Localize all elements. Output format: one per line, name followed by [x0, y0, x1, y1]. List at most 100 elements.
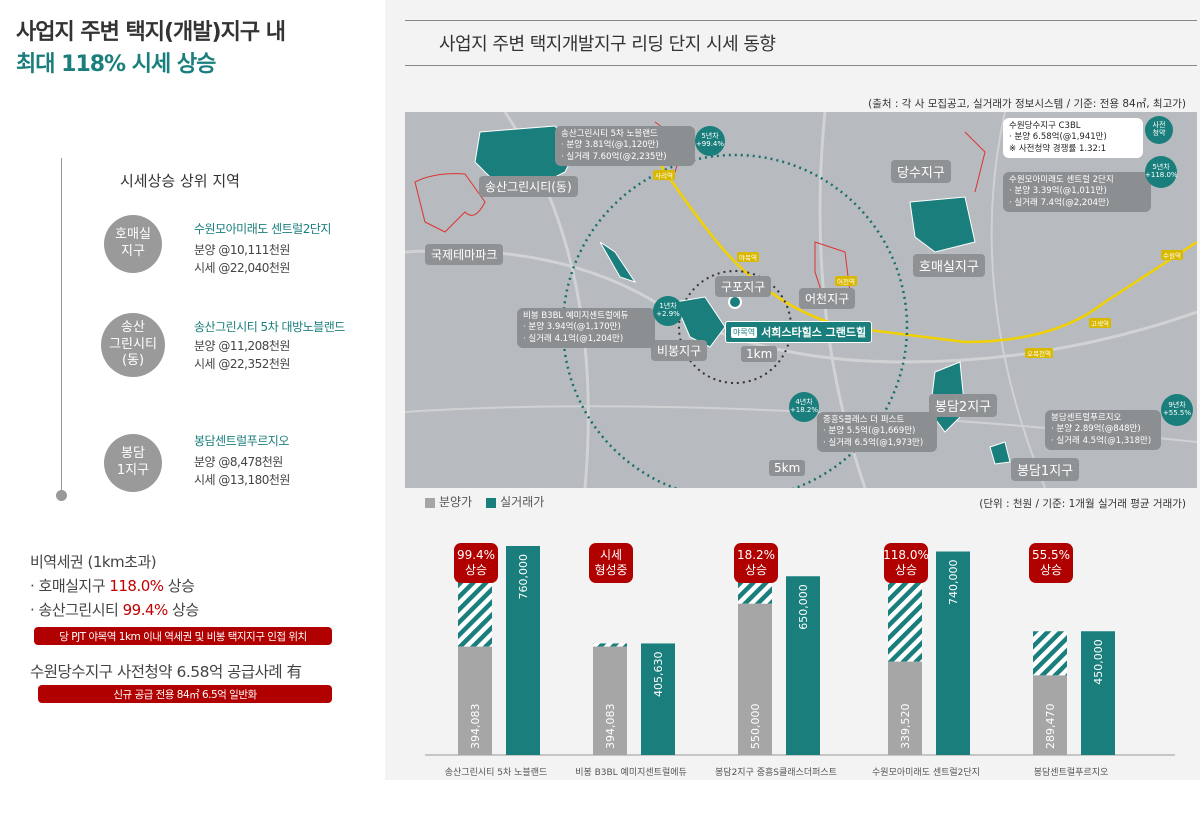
bar-actual	[506, 546, 540, 755]
bar-presale	[593, 646, 627, 755]
region-market: 시세 @13,180천원	[194, 473, 290, 487]
growth-badge-text: 시세	[600, 548, 622, 562]
bar-presale-label: 550,000	[749, 704, 762, 750]
legend-presale: 분양가	[425, 493, 472, 510]
station-label: 야목역	[737, 252, 759, 262]
callout-bibong: 비봉 B3BL 예미지센트럴에듀 · 분양 3.94억(@1,170만) · 실거래…	[517, 308, 655, 349]
region-name: 수원모아미래도 센트럴2단지	[194, 222, 331, 236]
growth-hatch	[593, 643, 627, 647]
note-line2: · 호매실지구 118.0% 상승	[30, 577, 195, 595]
growth-badge-text: 상승	[895, 563, 917, 577]
category-label: 수원모아미래도 센트럴2단지	[872, 767, 980, 778]
region-market: 시세 @22,352천원	[194, 357, 290, 371]
bar-actual	[641, 643, 675, 755]
map-label-songsan: 송산그린시티(동)	[479, 176, 578, 197]
region-badge-homae: 호매실 지구	[104, 215, 162, 273]
growth-badge-text: 상승	[465, 563, 487, 577]
bubble-bibong: 1년차 +2.9%	[653, 296, 683, 326]
callout-dangsu: 수원당수지구 C3BL · 분양 6.58억(@1,941만) ※ 사전청약 경쟁률…	[1003, 118, 1143, 159]
timeline-line	[61, 158, 62, 496]
bar-presale-label: 289,470	[1044, 704, 1057, 750]
headline: 사업지 주변 택지(개발)지구 내	[16, 20, 286, 45]
station-label: 고색역	[1089, 318, 1111, 328]
growth-badge-text: 99.4%	[457, 548, 495, 562]
bar-presale	[1033, 675, 1067, 755]
map-label-homae: 호매실지구	[913, 254, 985, 277]
bubble-homae: 5년차 +118.0%	[1145, 156, 1178, 188]
callout-bongdam2: 중흥S클래스 더 퍼스트 · 분양 5.5억(@1,669만) · 실거래 6.5억…	[817, 412, 937, 453]
bubble-songsan: 5년차 +99.4%	[695, 126, 725, 156]
bar-actual-label: 450,000	[1092, 639, 1105, 685]
bubble-dangsu: 사전 청약	[1145, 116, 1173, 144]
map-label-theme: 국제테마파크	[425, 244, 504, 265]
note-banner2: 신규 공급 전용 84㎡ 6.5억 일반화	[38, 685, 332, 703]
bar-actual-label: 760,000	[517, 554, 530, 600]
section-title: 시세상승 상위 지역	[120, 172, 240, 190]
site-marker: 야목역 서희스타힐스 그랜드힐	[725, 321, 873, 343]
growth-badge	[884, 543, 928, 583]
bar-presale-label: 339,520	[899, 704, 912, 750]
station-label: 사리역	[653, 170, 675, 180]
bar-actual-label: 405,630	[652, 651, 665, 697]
title-rule-top	[405, 20, 1197, 21]
bar-presale	[888, 661, 922, 755]
station-label: 수원역	[1161, 250, 1183, 260]
callout-bongdam1: 봉담센트럴푸르지오 · 분양 2.89억(@848만) · 실거래 4.5억(@1,…	[1045, 410, 1161, 451]
growth-badge-text: 118.0%	[883, 548, 929, 562]
bar-presale	[738, 603, 772, 755]
growth-badge	[1029, 543, 1073, 583]
growth-badge-text: 형성중	[594, 563, 627, 577]
map: 송산그린시티(동) 국제테마파크 당수지구 호매실지구 구포지구 어천지구 비봉…	[405, 112, 1197, 488]
category-label: 봉담2지구 중흥S클래스더퍼스트	[715, 766, 837, 778]
growth-badge-text: 상승	[745, 563, 767, 577]
callout-homae: 수원모아미래도 센트럴 2단지 · 분양 3.39억(@1,011만) · 실거래 …	[1003, 172, 1151, 213]
ring-label-1km: 1km	[741, 346, 778, 362]
region-presale: 분양 @11,208천원	[194, 339, 290, 353]
growth-badge	[589, 543, 633, 583]
chart-title: 사업지 주변 택지개발지구 리딩 단지 시세 동향	[439, 34, 776, 55]
region-badge-bongdam: 봉담 1지구	[104, 434, 162, 492]
legend-actual: 실거래가	[486, 493, 544, 510]
map-label-bongdam1: 봉담1지구	[1011, 458, 1080, 481]
title-rule-bottom	[405, 65, 1197, 66]
bar-actual-label: 650,000	[797, 584, 810, 630]
growth-badge-text: 상승	[1040, 563, 1062, 577]
timeline-dot	[56, 490, 67, 501]
bar-actual	[786, 576, 820, 755]
region-presale: 분양 @8,478천원	[194, 455, 283, 469]
map-label-bibong: 비봉지구	[651, 340, 708, 361]
bar-presale	[458, 646, 492, 755]
note-banner1: 당 PJT 야목역 1km 이내 역세권 및 비봉 택지지구 인접 위치	[34, 627, 332, 645]
site-name: 서희스타힐스 그랜드힐	[761, 326, 867, 339]
category-label: 비봉 B3BL 예미지센트럴에듀	[575, 767, 687, 778]
bubble-bongdam1: 9년차 +55.5%	[1161, 394, 1193, 426]
map-label-gupo: 구포지구	[715, 276, 772, 297]
ring-label-5km: 5km	[769, 460, 806, 476]
callout-songsan: 송산그린시티 5차 노블랜드 · 분양 3.81억(@1,120만) · 실거래 7…	[555, 126, 695, 167]
bar-presale-label: 394,083	[469, 704, 482, 750]
region-presale: 분양 @10,111천원	[194, 243, 290, 257]
bar-actual-label: 740,000	[947, 560, 960, 606]
region-market: 시세 @22,040천원	[194, 261, 290, 275]
station-label: 오목천역	[1025, 348, 1053, 358]
right-panel: 사업지 주변 택지개발지구 리딩 단지 시세 동향 (출처 : 각 사 모집공고…	[385, 0, 1200, 780]
bar-actual	[936, 551, 970, 755]
station-label: 어천역	[835, 276, 857, 286]
category-label: 송산그린시티 5차 노블랜드	[445, 766, 548, 778]
growth-hatch	[1033, 631, 1067, 676]
bar-presale-label: 394,083	[604, 704, 617, 750]
bubble-bongdam2: 4년차 +18.2%	[789, 392, 819, 422]
bar-actual	[1081, 631, 1115, 755]
category-label: 봉담센트럴푸르지오	[1034, 766, 1109, 778]
chart-legend: 분양가 실거래가	[425, 493, 544, 510]
map-label-bongdam2: 봉담2지구	[929, 394, 998, 417]
growth-badge	[454, 543, 498, 583]
region-badge-songsan: 송산 그린시티 (동)	[101, 313, 165, 377]
map-label-dangsu: 당수지구	[891, 160, 951, 183]
unit-note: (단위 : 천원 / 기준: 1개월 실거래 평균 거래가)	[979, 498, 1186, 510]
headline-accent: 최대 118% 시세 상승	[16, 52, 216, 77]
note-line3: · 송산그린시티 99.4% 상승	[30, 601, 199, 619]
growth-badge-text: 18.2%	[737, 548, 775, 562]
growth-badge-text: 55.5%	[1032, 548, 1070, 562]
